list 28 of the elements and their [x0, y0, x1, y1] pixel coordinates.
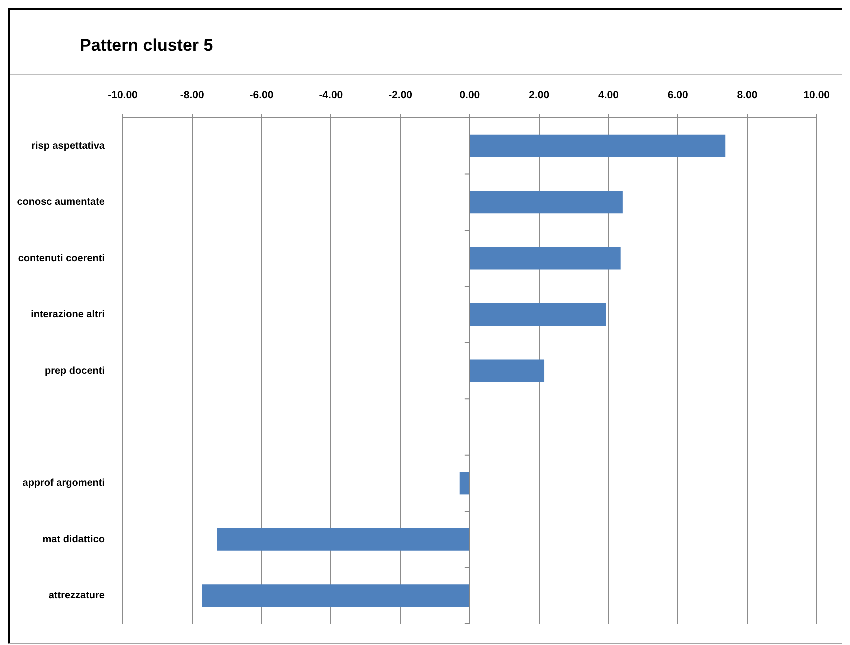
y-tick-label: approf argomenti	[22, 478, 106, 490]
bar	[470, 247, 621, 270]
y-tick-label: conosc aumentate	[17, 197, 106, 208]
x-tick-label: 6.00	[668, 90, 688, 102]
bar	[460, 472, 470, 495]
y-tick-label: contenuti coerenti	[18, 253, 106, 264]
bar	[202, 584, 470, 608]
y-tick-label: prep docenti	[44, 366, 106, 377]
x-tick-label: -10.00	[108, 90, 138, 102]
y-tick-label: attrezzature	[48, 590, 106, 602]
x-tick-label: 10.00	[804, 90, 830, 102]
x-tick-label: 8.00	[737, 90, 758, 102]
y-tick-label: interazione altri	[31, 310, 106, 321]
y-tick-label: mat didattico	[42, 534, 105, 546]
bar	[470, 304, 606, 326]
x-tick-label: -6.00	[250, 90, 274, 102]
x-tick-label: -4.00	[319, 90, 344, 102]
x-tick-label: 4.00	[598, 90, 620, 102]
x-tick-label: 0.00	[460, 90, 480, 102]
bar	[217, 528, 470, 551]
bar	[470, 360, 545, 382]
chart-title: Pattern cluster 5	[80, 36, 214, 55]
bar	[470, 134, 726, 158]
y-tick-label: risp aspettativa	[32, 140, 106, 152]
bar	[470, 191, 623, 214]
x-tick-label: -2.00	[388, 90, 413, 102]
x-tick-label: 2.00	[529, 90, 550, 102]
x-tick-label: -8.00	[180, 90, 205, 102]
